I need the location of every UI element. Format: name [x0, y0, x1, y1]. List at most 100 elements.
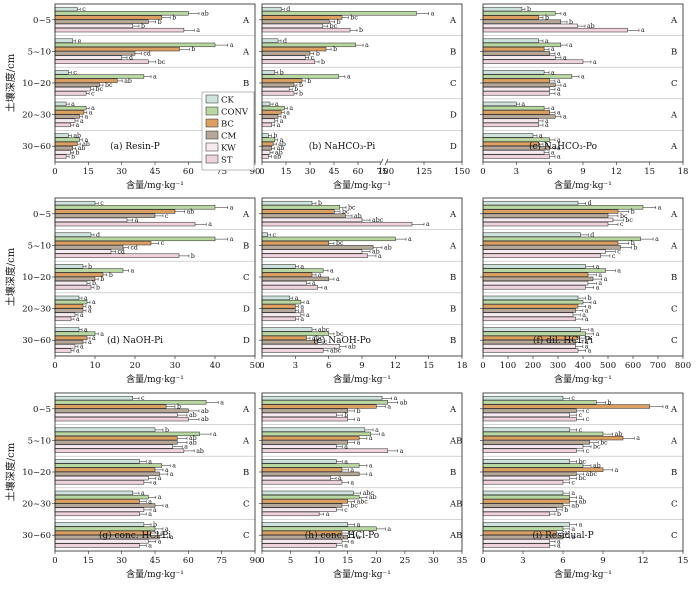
bar	[482, 105, 545, 111]
bar	[482, 55, 556, 60]
significance-label: a	[220, 399, 224, 406]
bar	[482, 526, 564, 531]
significance-label: a	[158, 494, 162, 501]
bar	[261, 23, 324, 29]
bar	[261, 118, 276, 123]
significance-label: a	[569, 42, 573, 49]
bar	[482, 480, 564, 485]
y-tick-label: 5~10	[28, 47, 51, 57]
significance-label: c	[612, 253, 616, 260]
significance-label: a	[208, 221, 212, 228]
bar	[482, 154, 550, 159]
significance-label: a	[590, 327, 594, 334]
bar	[261, 74, 340, 79]
bar	[261, 42, 356, 48]
significance-label: cd	[143, 50, 150, 57]
bar	[261, 91, 295, 96]
bar	[261, 308, 296, 313]
significance-label: ab	[124, 78, 132, 85]
bar	[482, 299, 584, 305]
significance-label: bc	[336, 331, 344, 338]
bar	[54, 348, 72, 353]
bar	[54, 280, 88, 286]
legend-swatch	[205, 142, 219, 152]
significance-label: a	[593, 59, 597, 66]
group-letter: B	[450, 468, 456, 478]
bar	[54, 145, 74, 151]
significance-label: a	[365, 42, 369, 49]
significance-label: a	[596, 263, 600, 270]
bar	[54, 285, 92, 290]
significance-label: bc	[348, 204, 356, 211]
significance-label: ab	[201, 416, 209, 423]
bar	[54, 51, 136, 56]
significance-label: a	[84, 114, 88, 121]
significance-label: ab	[384, 244, 392, 251]
x-tick-label: 20	[130, 361, 141, 371]
group-letter: D	[243, 305, 250, 315]
significance-label: a	[336, 276, 340, 283]
significance-label: bc	[350, 15, 358, 22]
significance-label: a	[641, 27, 645, 34]
legend-label: CK	[221, 96, 235, 106]
bar	[54, 105, 87, 111]
significance-label: d	[129, 55, 133, 62]
bar	[261, 240, 329, 246]
x-axis-label: 含量/mg·kg⁻¹	[333, 179, 391, 191]
bar	[54, 440, 178, 445]
bar	[54, 503, 156, 508]
significance-label: a	[588, 303, 592, 310]
significance-label: b	[557, 511, 561, 518]
bar	[54, 490, 134, 496]
bar	[261, 86, 290, 92]
bar	[261, 15, 343, 20]
significance-label: c	[161, 240, 165, 247]
bar	[54, 27, 185, 33]
significance-label: a	[655, 236, 659, 243]
significance-label: a	[324, 284, 328, 291]
significance-label: a	[593, 299, 597, 306]
bar	[482, 200, 579, 206]
significance-label: bc	[330, 23, 338, 30]
significance-label: a	[557, 154, 561, 161]
x-axis-label: 含量/mg·kg⁻¹	[333, 373, 391, 385]
significance-label: b	[607, 399, 611, 406]
bar	[482, 240, 619, 246]
significance-label: b	[76, 149, 80, 156]
x-tick-label: 9	[359, 361, 364, 371]
bar	[261, 11, 417, 16]
significance-label: a	[165, 526, 169, 533]
significance-label: c	[586, 408, 590, 415]
bar	[261, 400, 388, 405]
significance-label: a	[563, 10, 567, 17]
y-tick-label: 20~30	[22, 500, 51, 510]
significance-label: d	[283, 38, 287, 45]
x-tick-label: 200	[525, 361, 541, 371]
significance-label: a	[286, 109, 290, 116]
panel-a: cabbbbaA0~5eabcddbcA5~10caabbcbccB10~20a…	[22, 3, 260, 191]
panel-i: cbacccAcababcbccAbcabaabcbccBaaababbbCaa…	[480, 392, 688, 580]
bar	[54, 150, 71, 155]
significance-label: a	[165, 503, 169, 510]
significance-label: a	[88, 339, 92, 346]
bar	[54, 272, 104, 277]
bar	[54, 507, 145, 512]
significance-label: bc	[593, 444, 601, 451]
significance-label: a	[80, 343, 84, 350]
bar	[261, 471, 360, 477]
significance-label: abc	[318, 327, 330, 334]
significance-label: a	[426, 221, 430, 228]
bar	[54, 412, 178, 418]
bar	[261, 82, 295, 88]
significance-label: b	[158, 19, 162, 26]
bar	[482, 217, 614, 223]
significance-label: b	[564, 507, 568, 514]
significance-label: ab	[78, 145, 86, 152]
bar	[54, 59, 149, 64]
bar	[54, 276, 96, 282]
bar	[261, 348, 324, 353]
significance-label: b	[631, 240, 635, 247]
panel-title: (f) dil. HCl-Pi	[533, 335, 593, 346]
significance-label: cd	[117, 249, 124, 256]
y-tick-label: 20~30	[22, 111, 51, 121]
